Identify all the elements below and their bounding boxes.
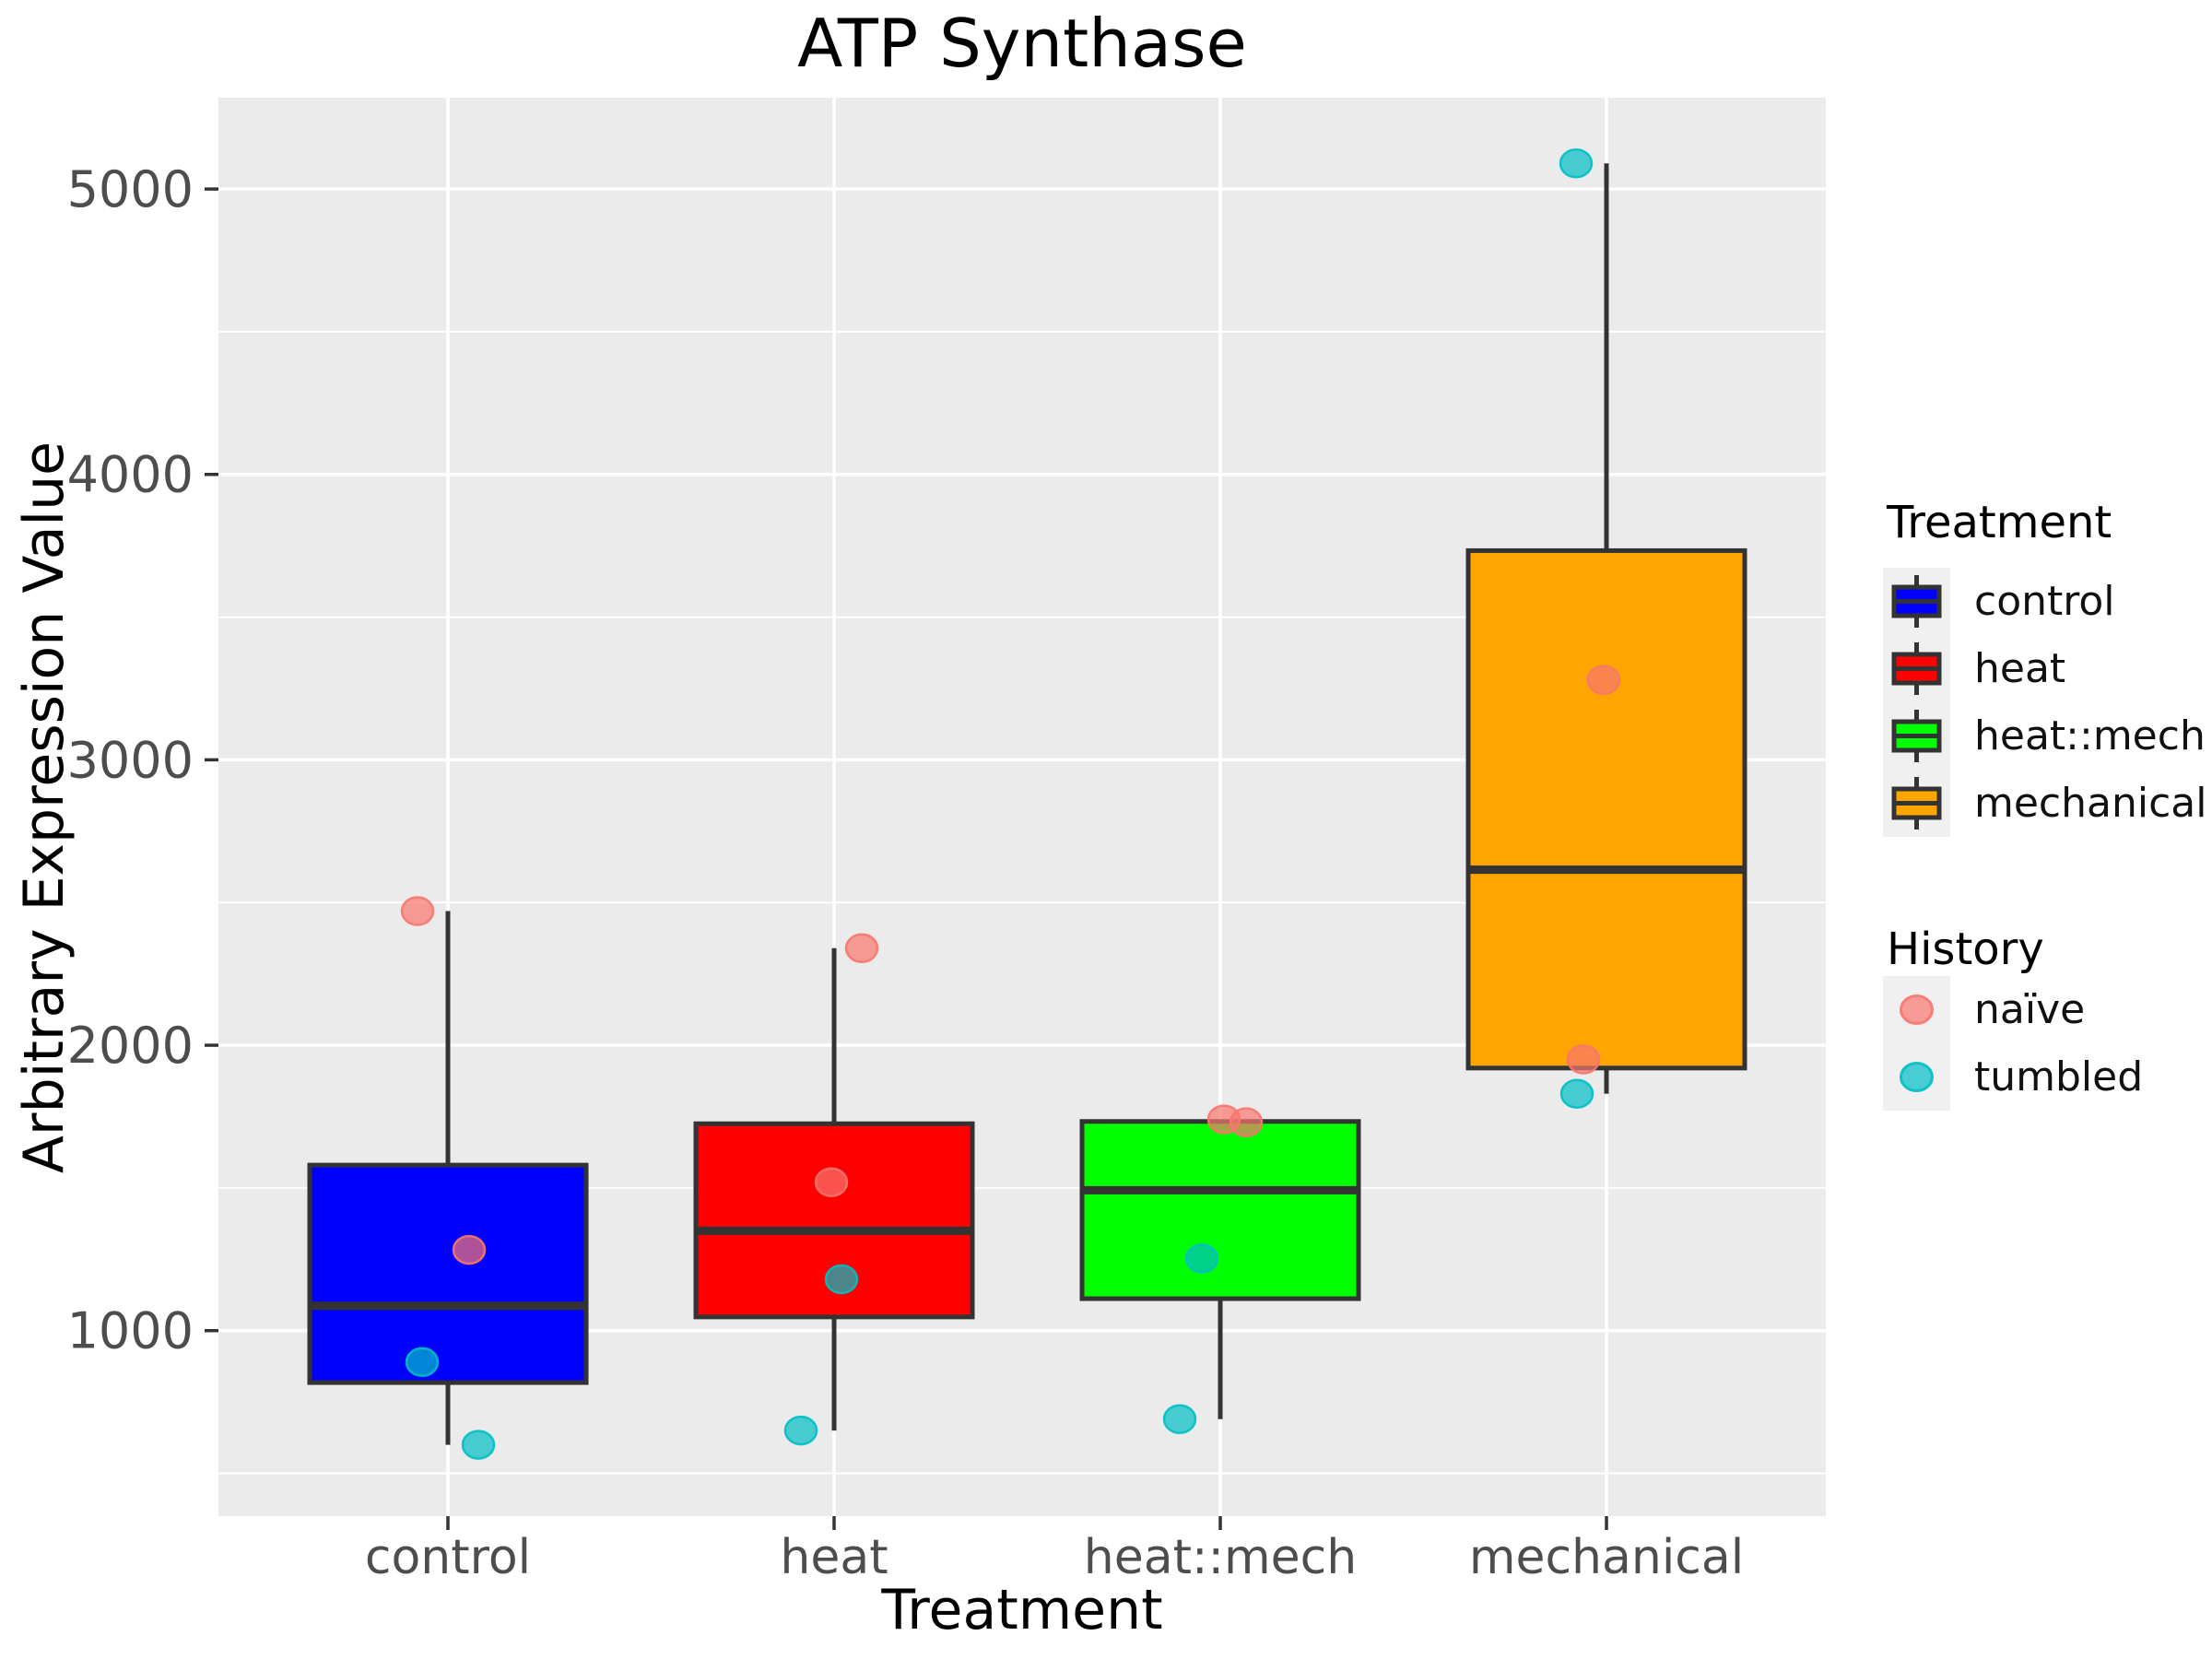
y-tick-label: 4000 <box>67 446 194 504</box>
data-point <box>1559 147 1594 179</box>
data-point <box>400 896 435 926</box>
data-point <box>783 1415 818 1446</box>
legend-label: tumbled <box>1974 1053 2144 1100</box>
box-2 <box>1079 1119 1361 1301</box>
plot-title: ATP Synthase <box>797 5 1247 82</box>
legend-item-naive: naïve <box>1883 976 2211 1043</box>
point-key-icon <box>1883 1043 1950 1111</box>
x-tick-label: heat::mech <box>1084 1530 1357 1585</box>
legend: Treatment control heat <box>1883 496 2211 1111</box>
x-tick-label: heat <box>780 1530 888 1585</box>
legend-item-tumbled: tumbled <box>1883 1043 2211 1111</box>
y-tick-label: 5000 <box>67 160 194 218</box>
legend-label: heat::mech <box>1974 712 2206 759</box>
x-tick-label: mechanical <box>1469 1530 1744 1585</box>
legend-item-mechanical: mechanical <box>1883 770 2211 837</box>
data-point <box>452 1234 487 1265</box>
boxplot-key-icon <box>1883 568 1950 635</box>
data-point <box>844 933 879 964</box>
data-point <box>1559 1078 1594 1109</box>
data-point <box>1162 1404 1197 1434</box>
x-tick-label: control <box>365 1530 531 1585</box>
boxplot-key-icon <box>1883 702 1950 770</box>
legend-item-control: control <box>1883 568 2211 635</box>
data-point <box>824 1264 859 1295</box>
data-point <box>405 1347 440 1378</box>
legend-label: heat <box>1974 645 2066 692</box>
legend-item-heat: heat <box>1883 635 2211 702</box>
data-point <box>1586 665 1621 695</box>
boxplot-key-icon <box>1883 635 1950 702</box>
y-tick-label: 3000 <box>67 731 194 789</box>
legend-title-history: History <box>1887 924 2044 975</box>
legend-label: control <box>1974 578 2115 625</box>
legend-label: mechanical <box>1974 780 2207 827</box>
y-tick-label: 1000 <box>67 1302 194 1360</box>
data-point <box>814 1167 849 1197</box>
legend-label: naïve <box>1974 986 2086 1033</box>
boxplot-key-icon <box>1883 770 1950 837</box>
data-point <box>1566 1044 1601 1075</box>
x-axis-title: Treatment <box>881 1578 1163 1642</box>
data-point <box>461 1430 496 1460</box>
legend-title-treatment: Treatment <box>1887 497 2112 548</box>
data-point <box>1184 1243 1219 1274</box>
data-point <box>1229 1107 1264 1137</box>
box-0 <box>307 1162 589 1385</box>
point-key-icon <box>1883 976 1950 1043</box>
y-axis-title: Arbitrary Expression Value <box>12 441 76 1174</box>
y-tick-label: 2000 <box>67 1017 194 1075</box>
legend-item-heat-mech: heat::mech <box>1883 702 2211 770</box>
box-3 <box>1465 547 1747 1071</box>
